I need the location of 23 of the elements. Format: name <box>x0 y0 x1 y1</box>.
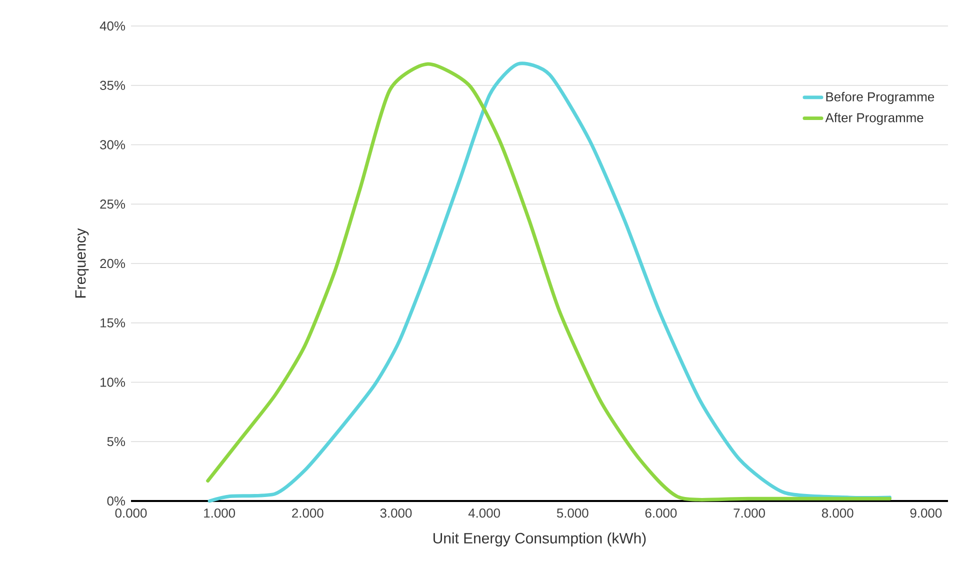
y-tick-label: 10% <box>100 378 126 387</box>
x-tick-label: 2.000 <box>292 508 324 518</box>
y-tick-label: 40% <box>100 21 126 31</box>
y-tick-label: 15% <box>100 318 126 328</box>
x-axis-title: Unit Energy Consumption (kWh) <box>434 532 646 546</box>
x-tick-label: 4.000 <box>468 508 500 518</box>
y-tick-label: 0% <box>107 496 126 506</box>
legend-label: Before Programme <box>826 92 934 104</box>
x-tick-label: 3.000 <box>380 508 412 518</box>
x-tick-label: 1.000 <box>204 508 236 518</box>
y-tick-label: 20% <box>100 258 126 268</box>
x-tick-label: 0.000 <box>115 508 147 518</box>
x-tick-label: 9.000 <box>910 508 942 518</box>
x-tick-label: 8.000 <box>822 508 854 518</box>
y-tick-label: 35% <box>100 80 126 90</box>
x-tick-label: 5.000 <box>556 508 588 518</box>
y-tick-label: 25% <box>100 200 126 209</box>
x-tick-label: 7.000 <box>734 508 765 518</box>
y-tick-label: 5% <box>107 437 126 446</box>
y-tick-label: 30% <box>100 140 126 150</box>
y-axis-title: Frequency <box>75 228 89 298</box>
x-tick-label: 6.000 <box>645 508 677 518</box>
legend-label: After Programme <box>825 112 924 125</box>
